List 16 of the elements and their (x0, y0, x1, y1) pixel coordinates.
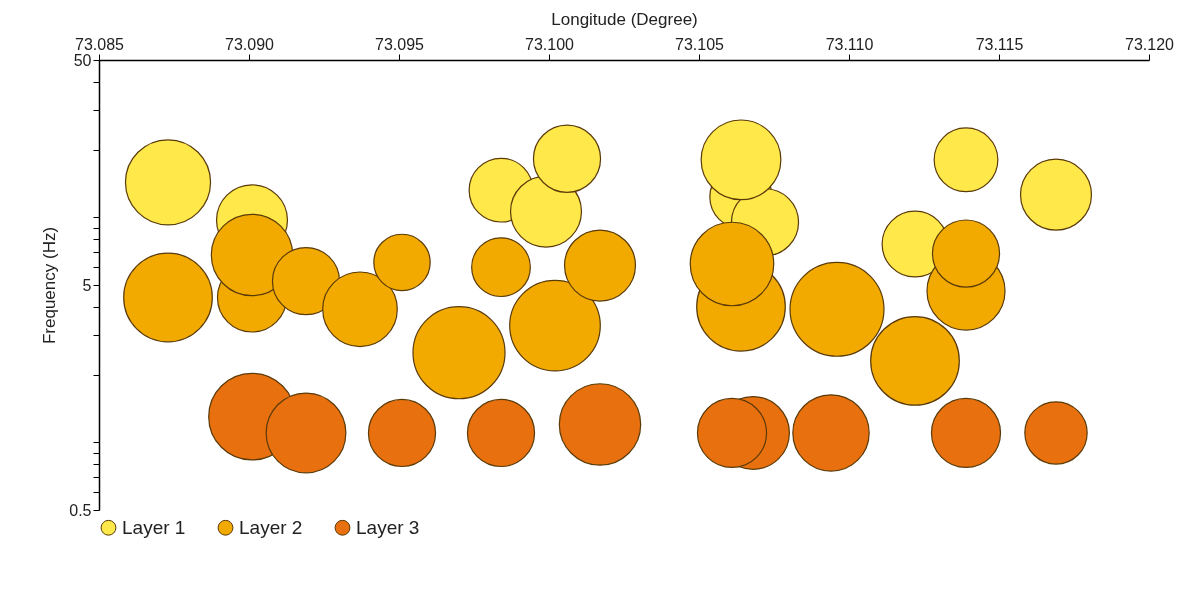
legend-label: Layer 1 (122, 516, 186, 538)
y-tick-label: 50 (73, 51, 92, 69)
x-tick-label: 73.115 (975, 35, 1024, 53)
x-axis-title: Longitude (Degree) (551, 9, 698, 29)
x-tick-label: 73.105 (675, 35, 725, 53)
y-tick-label: 0.5 (69, 501, 92, 519)
x-tick-label: 73.095 (375, 35, 425, 53)
x-tick-label: 73.120 (1125, 35, 1175, 53)
y-tick-label: 5 (82, 276, 92, 294)
x-tick-label: 73.085 (75, 35, 125, 53)
legend-label: Layer 3 (356, 516, 420, 538)
x-tick-label: 73.110 (825, 35, 874, 53)
legend-label: Layer 2 (239, 516, 303, 538)
y-axis-title: Frequency (Hz) (40, 226, 60, 345)
x-tick-label: 73.100 (525, 35, 575, 53)
x-tick-label: 73.090 (225, 35, 275, 53)
